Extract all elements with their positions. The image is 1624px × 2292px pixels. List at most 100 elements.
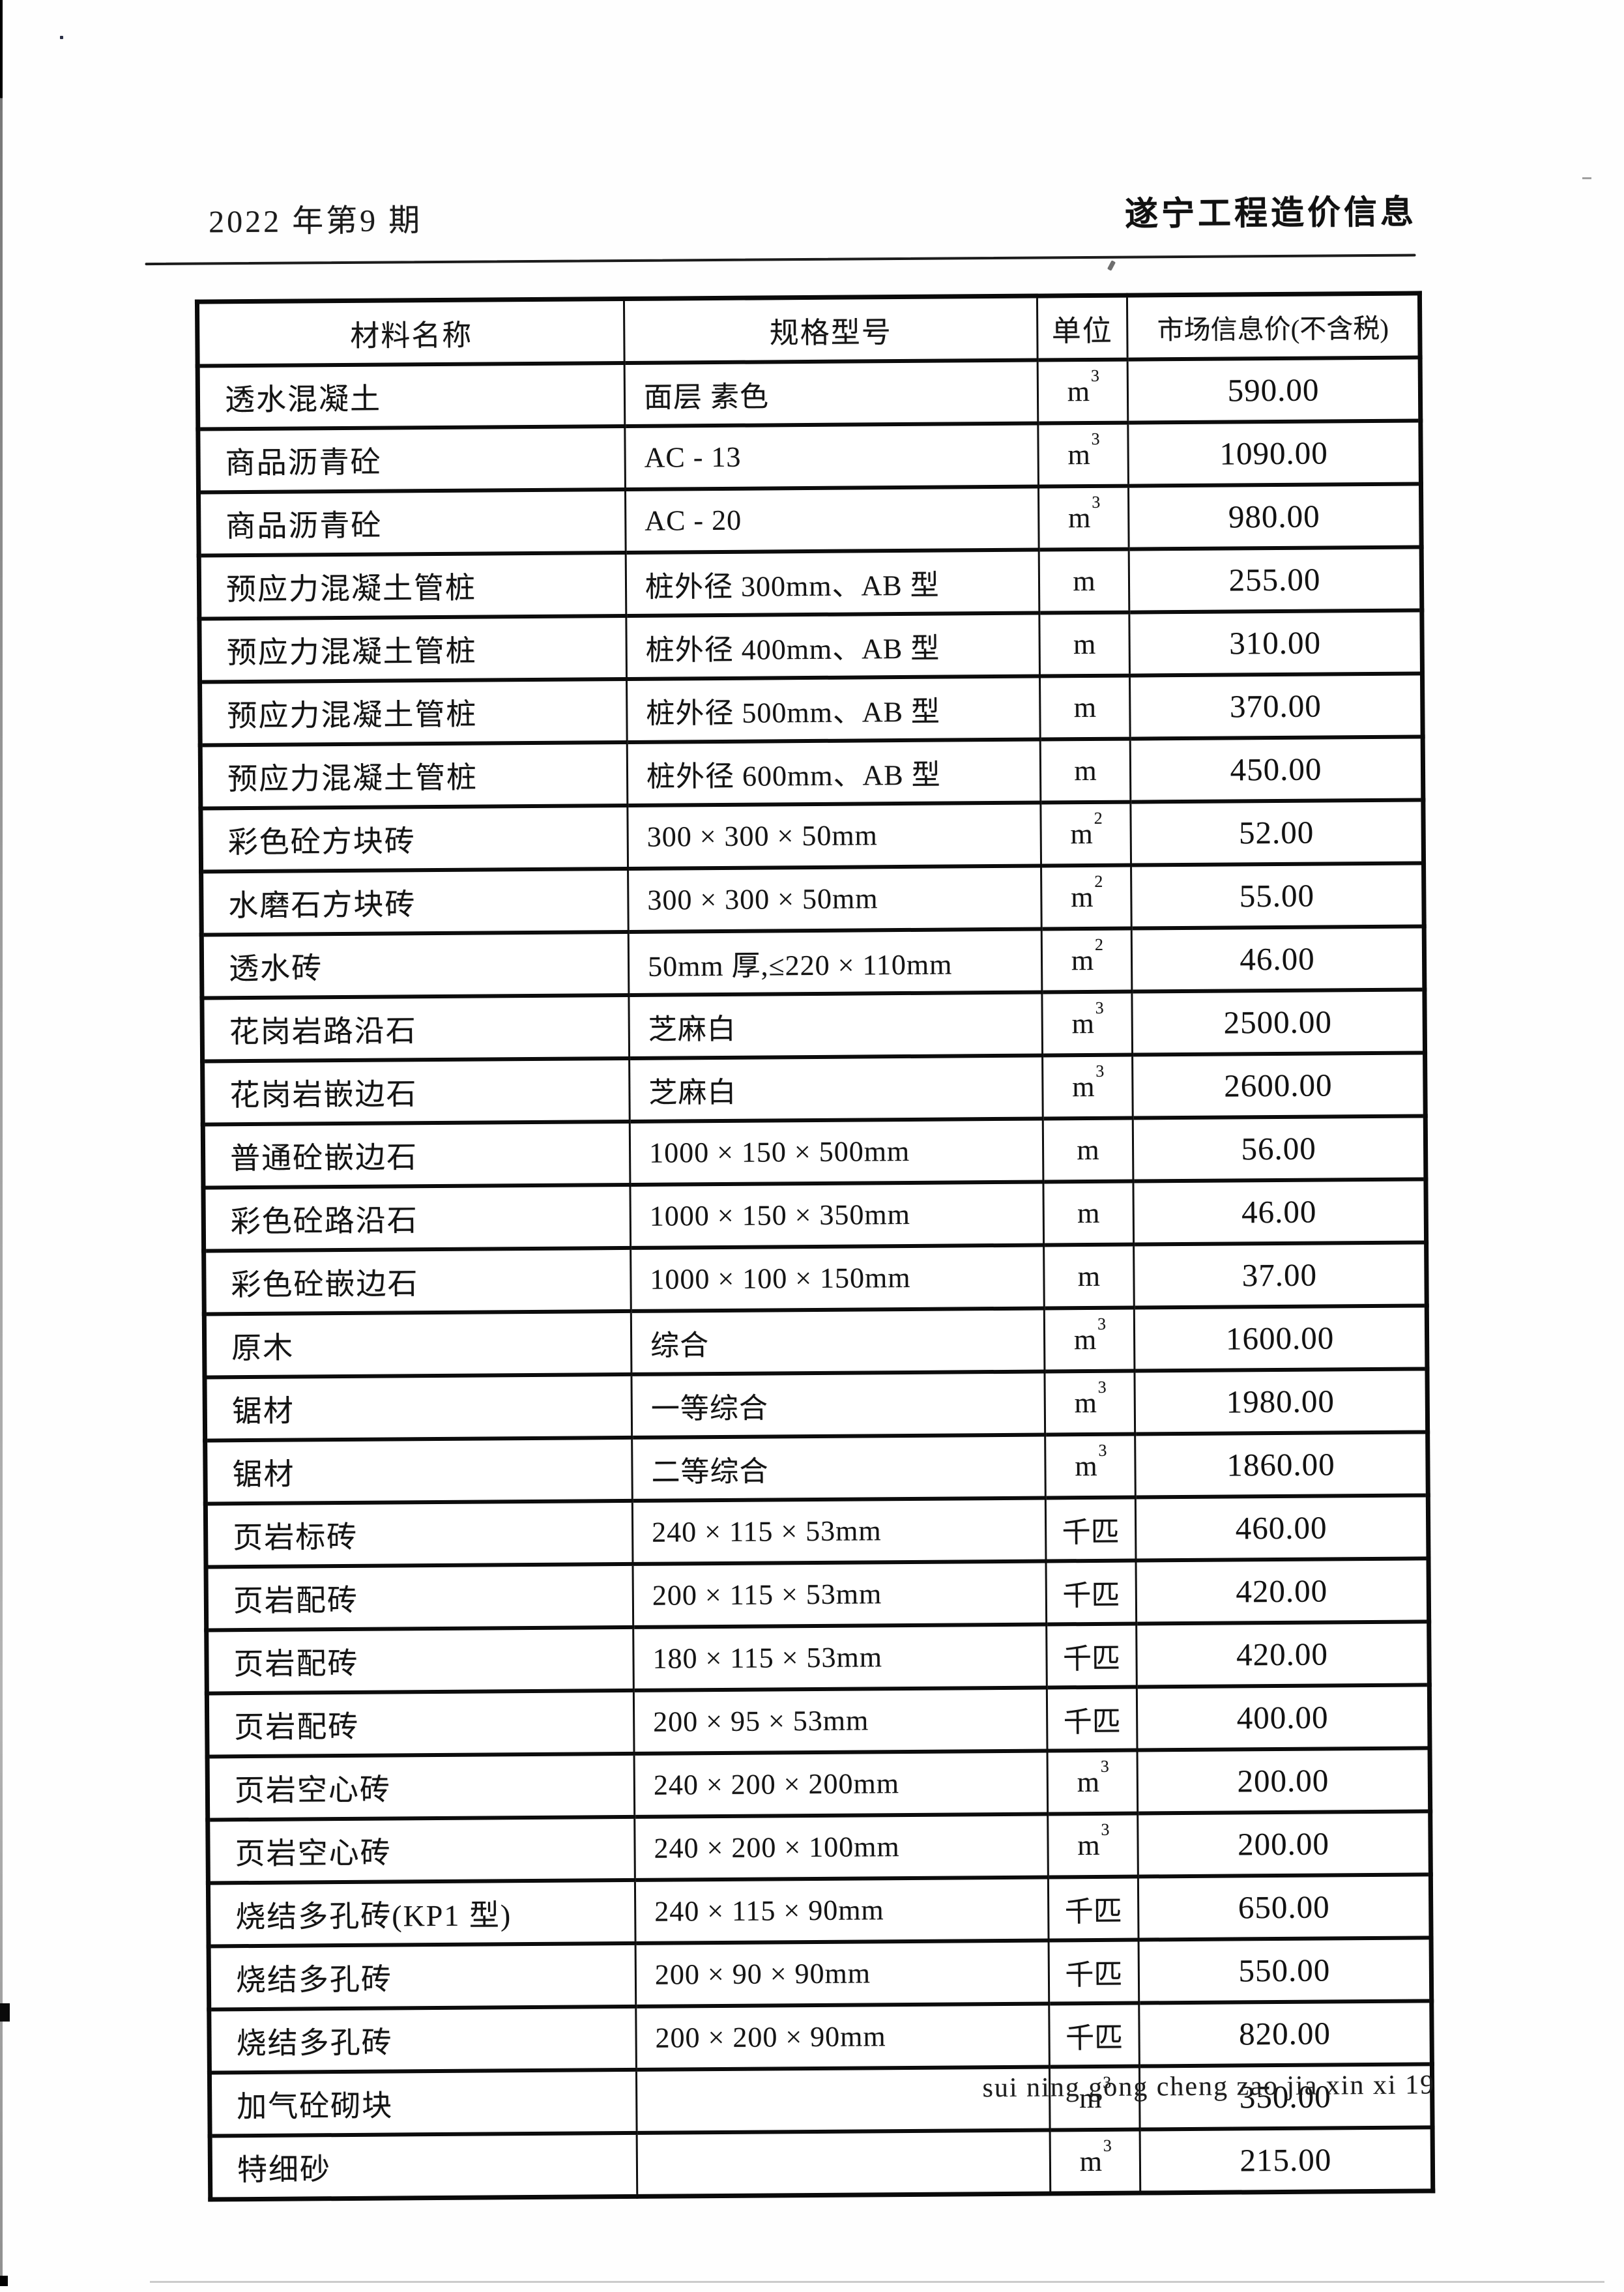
unit-base: m	[1074, 755, 1097, 787]
unit-base: m	[1075, 1450, 1097, 1482]
material-name-cell: 预应力混凝土管桩	[199, 553, 626, 619]
spec-cell: 桩外径 400mm、AB 型	[626, 613, 1040, 679]
unit-cell: m3	[1043, 1055, 1133, 1119]
spec-cell: 180 × 115 × 53mm	[633, 1625, 1047, 1690]
unit-base: m	[1077, 1134, 1099, 1166]
table-row: 花岗岩路沿石 芝麻白 m3 2500.00	[202, 989, 1425, 1061]
unit-superscript: 3	[1101, 1820, 1109, 1839]
unit-base: 千匹	[1064, 1705, 1121, 1738]
spec-cell: 200 × 115 × 53mm	[633, 1561, 1047, 1627]
unit-cell: m3	[1038, 423, 1129, 487]
header-unit: 单位	[1037, 295, 1127, 360]
unit-cell: 千匹	[1047, 1687, 1137, 1751]
header-spec: 规格型号	[624, 296, 1037, 363]
header-rule	[145, 254, 1416, 265]
header-market-price: 市场信息价(不含税)	[1127, 293, 1420, 360]
material-name-cell: 页岩配砖	[206, 1564, 633, 1631]
spec-cell: 桩外径 600mm、AB 型	[627, 740, 1041, 805]
unit-cell: m3	[1050, 2130, 1140, 2194]
unit-base: m	[1080, 2145, 1103, 2177]
price-cell: 46.00	[1133, 1179, 1427, 1244]
unit-cell: m	[1040, 739, 1131, 803]
issue-label: 2022 年第9 期	[209, 194, 422, 241]
scan-bottom-line-artifact	[150, 2281, 1604, 2283]
price-cell: 370.00	[1130, 673, 1423, 738]
spec-cell: 240 × 115 × 53mm	[632, 1498, 1046, 1564]
unit-base: 千匹	[1066, 2022, 1123, 2054]
price-cell: 1600.00	[1134, 1305, 1427, 1371]
unit-base: m	[1067, 439, 1090, 471]
unit-base: m	[1077, 1829, 1100, 1861]
price-cell: 980.00	[1128, 484, 1421, 549]
material-name-cell: 页岩配砖	[207, 1690, 634, 1757]
unit-base: m	[1068, 502, 1091, 534]
unit-base: m	[1071, 1008, 1094, 1039]
price-cell: 52.00	[1131, 800, 1424, 865]
unit-cell: m3	[1045, 1371, 1135, 1435]
unit-cell: 千匹	[1045, 1498, 1136, 1561]
table-row: 水磨石方块砖 300 × 300 × 50mm m2 55.00	[201, 863, 1425, 935]
spec-cell: 200 × 90 × 90mm	[635, 1940, 1049, 2006]
table-row: 预应力混凝土管桩 桩外径 600mm、AB 型 m 450.00	[200, 736, 1423, 808]
unit-cell: m3	[1048, 1814, 1138, 1878]
spec-cell: 1000 × 150 × 500mm	[630, 1119, 1043, 1185]
unit-superscript: 3	[1095, 998, 1104, 1017]
price-cell: 46.00	[1131, 926, 1425, 991]
unit-superscript: 3	[1091, 366, 1099, 385]
table-row: 彩色砼嵌边石 1000 × 100 × 150mm m 37.00	[204, 1242, 1427, 1314]
material-name-cell: 商品沥青砼	[198, 426, 626, 493]
price-cell: 56.00	[1133, 1116, 1426, 1181]
table-row: 商品沥青砼 AC - 20 m3 980.00	[199, 484, 1422, 555]
spec-cell: 240 × 200 × 100mm	[635, 1814, 1049, 1880]
unit-superscript: 3	[1092, 493, 1100, 512]
unit-cell: m3	[1045, 1434, 1136, 1498]
scan-edge-artifact	[0, 0, 3, 2286]
price-cell: 820.00	[1139, 2001, 1432, 2066]
unit-base: m	[1074, 1387, 1097, 1419]
table-row: 页岩标砖 240 × 115 × 53mm 千匹 460.00	[205, 1495, 1428, 1567]
table-row: 预应力混凝土管桩 桩外径 500mm、AB 型 m 370.00	[200, 673, 1423, 745]
unit-base: 千匹	[1065, 1895, 1122, 1928]
unit-base: m	[1078, 1260, 1101, 1292]
spec-cell: AC - 20	[625, 487, 1039, 553]
spec-cell: 综合	[631, 1309, 1045, 1374]
unit-base: m	[1073, 628, 1096, 660]
spec-cell: 二等综合	[632, 1435, 1046, 1501]
unit-superscript: 2	[1094, 809, 1103, 828]
material-name-cell: 水磨石方块砖	[201, 869, 629, 935]
unit-cell: m3	[1044, 1308, 1135, 1372]
unit-cell: m2	[1041, 929, 1132, 993]
unit-cell: m	[1044, 1245, 1135, 1309]
material-name-cell: 普通砼嵌边石	[203, 1122, 630, 1188]
unit-cell: m	[1043, 1118, 1133, 1182]
price-cell: 420.00	[1137, 1621, 1430, 1687]
material-name-cell: 预应力混凝土管桩	[200, 742, 628, 809]
unit-superscript: 3	[1098, 1441, 1107, 1460]
price-cell: 310.00	[1129, 610, 1423, 675]
material-name-cell: 透水混凝土	[197, 363, 625, 429]
unit-superscript: 2	[1094, 872, 1103, 891]
material-name-cell: 锯材	[205, 1374, 632, 1441]
spec-cell	[637, 2130, 1051, 2196]
spec-cell: 1000 × 100 × 150mm	[631, 1245, 1045, 1311]
material-name-cell: 预应力混凝土管桩	[199, 616, 627, 682]
unit-cell: 千匹	[1048, 1877, 1138, 1941]
unit-superscript: 3	[1098, 1378, 1107, 1397]
price-cell: 255.00	[1129, 547, 1422, 612]
unit-base: m	[1070, 818, 1093, 850]
spec-cell: 300 × 300 × 50mm	[628, 803, 1041, 869]
unit-cell: m3	[1047, 1750, 1138, 1814]
material-name-cell: 商品沥青砼	[199, 489, 626, 556]
unit-base: 千匹	[1063, 1642, 1120, 1675]
price-cell: 55.00	[1131, 863, 1425, 928]
table-row: 原木 综合 m3 1600.00	[204, 1305, 1427, 1377]
table-row: 预应力混凝土管桩 桩外径 400mm、AB 型 m 310.00	[199, 610, 1423, 682]
table-row: 页岩空心砖 240 × 200 × 200mm m3 200.00	[207, 1748, 1430, 1820]
spec-cell: 200 × 200 × 90mm	[636, 2003, 1050, 2069]
material-name-cell: 花岗岩路沿石	[202, 995, 630, 1062]
material-name-cell: 透水砖	[201, 932, 629, 998]
table-body: 透水混凝土 面层 素色 m3 590.00 商品沥青砼 AC - 13 m3 1…	[197, 357, 1433, 2199]
journal-title: 遂宁工程造价信息	[1125, 184, 1417, 235]
material-name-cell: 页岩配砖	[207, 1627, 634, 1694]
